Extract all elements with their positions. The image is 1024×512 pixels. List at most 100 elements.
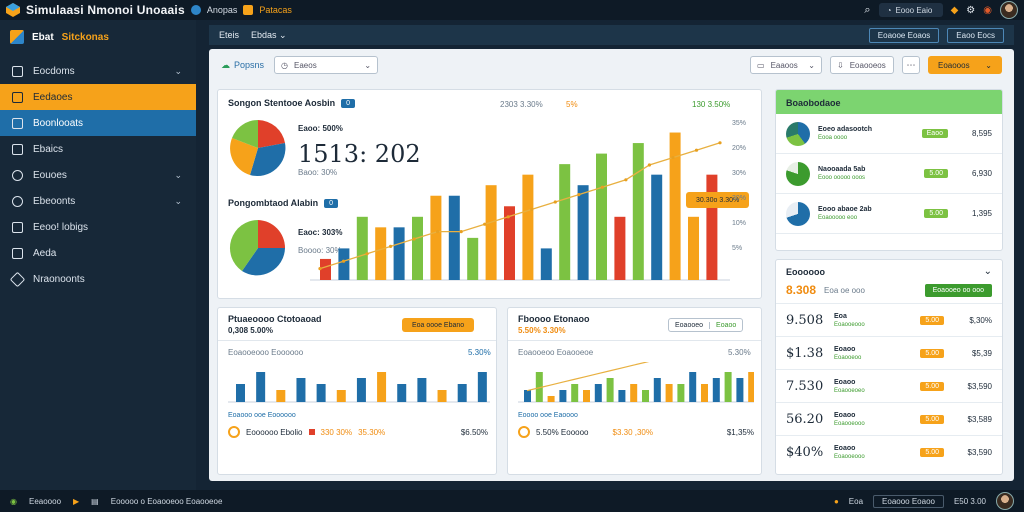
donut-icon [786, 161, 810, 186]
bar [606, 378, 614, 402]
refresh-link[interactable]: ☁ Popsns [221, 59, 265, 71]
status-right-1: Eoa [848, 496, 864, 506]
bar [689, 372, 697, 402]
avatar[interactable] [996, 492, 1014, 510]
bar [485, 185, 497, 280]
bar [437, 390, 447, 402]
bar [417, 378, 427, 402]
global-search-input[interactable]: ◔ Eooo Eaio [878, 3, 943, 17]
bar [583, 390, 590, 402]
trend-point [459, 230, 463, 234]
chevron-down-icon: ⌄ [174, 169, 182, 180]
bar [706, 174, 718, 280]
sidebar-item-courses[interactable]: Eouoes ⌄ [0, 162, 196, 188]
record-icon[interactable]: ◉ [983, 4, 992, 16]
toolbar: ☁ Popsns ◷ Eaeos ⌄ ▭ Eaaoos ⌄ ⇩ Eoaooeos… [209, 49, 1014, 81]
play-icon[interactable]: ▶ [73, 496, 80, 506]
trend-tab-1[interactable]: Eoaooeo [669, 321, 711, 329]
account-row-pill: 5.00 [920, 348, 944, 358]
stat-small-1: Eaoo: 500% [298, 124, 343, 133]
bar [236, 384, 245, 402]
summary-row[interactable]: Eoeo adasootch Eooa oooo Eaoo 8,595 [776, 114, 1002, 154]
overview-head-right: 130 3.50% [692, 100, 731, 109]
summary-row[interactable]: Eooo abaoe 2ab Eoaooooo eoo 5.00 1,395 [776, 194, 1002, 234]
status-right-2[interactable]: Eoaooo Eoaoo [873, 494, 944, 508]
account-row[interactable]: 56.20 Eoaoo Eoaooeooo 5.00 $3,589 [776, 402, 1002, 435]
search-icon[interactable]: ⌕ [864, 3, 871, 16]
sidebar-item-settings[interactable]: Nraonoonts [0, 266, 196, 292]
accounts-button[interactable]: Eoaooeo oo ooo [924, 283, 992, 297]
sidebar-item-tools[interactable]: Eeoo! lobigs [0, 214, 196, 240]
brand[interactable]: Ebat Sitckonas [0, 20, 196, 54]
bar [651, 174, 663, 280]
range-select[interactable]: ▭ Eaaoos ⌄ [750, 56, 822, 74]
bar [356, 378, 366, 402]
trend-tab-2[interactable]: Eoaoo [716, 321, 737, 329]
chevron-down-icon[interactable]: ⌄ [983, 266, 992, 277]
status-item-1[interactable]: Eeaoooo [28, 496, 62, 506]
performance-link[interactable]: Eoaooo ooe Eoooooo [228, 412, 296, 419]
trend-stat3: $1,35% [726, 427, 754, 437]
bar [316, 384, 326, 402]
bar [377, 372, 387, 402]
second-stat-1: Eaoc: 303% [298, 228, 343, 237]
trend-point [694, 148, 699, 152]
status-item-2: Eooooo o Eoaooeoo Eoaooeoe [110, 496, 223, 506]
trend-link[interactable]: Eoooo ooe Eaoooo [518, 412, 578, 419]
account-row[interactable]: $1.38 Eoaoo Eoaooeoo 5.00 $5,39 [776, 336, 1002, 369]
bar [375, 227, 387, 280]
account-row[interactable]: $40% Eoaoo Eoaooeooo 5.00 $3,590 [776, 435, 1002, 468]
axis-tick-label: 30% [732, 195, 747, 202]
sidebar-item-basics[interactable]: Ebaics [0, 136, 196, 162]
avatar[interactable] [1000, 1, 1018, 19]
trend-point [436, 230, 440, 234]
summary-row-value: 1,395 [971, 209, 992, 218]
cloud-icon [12, 169, 23, 181]
performance-bar-chart [228, 372, 490, 403]
primary-action-button[interactable]: Eoaooos ⌄ [928, 56, 1002, 74]
tab-patacas[interactable]: Patacas [259, 5, 292, 15]
header-button-2[interactable]: Eaoo Eocs [947, 27, 1004, 43]
account-row-sub: Eoaooeoeo [834, 387, 865, 394]
settings-icon[interactable]: ⚙ [966, 4, 976, 16]
tab-eteis[interactable]: Eteis [219, 30, 240, 40]
performance-legend-right: 5.30% [468, 348, 491, 357]
summary-card: Boaobodaoe Eoeo adasootch Eooa oooo Eaoo… [775, 89, 1003, 251]
bar [559, 390, 567, 402]
header-button-1[interactable]: Eoaooe Eoaos [868, 27, 940, 43]
summary-row[interactable]: Naooaada 5ab Eooo ooooo ooos 5.00 6,930 [776, 154, 1002, 194]
export-button[interactable]: ⇩ Eoaooeos [830, 56, 894, 74]
bar [256, 372, 266, 402]
accounts-value: 8.308 [786, 283, 817, 297]
bar [412, 216, 423, 280]
trend-stat2: $3.30 ,30% [612, 427, 653, 437]
notification-icon[interactable]: ◆ [950, 4, 959, 16]
app-title: Simulaasi Nmonoi Unoaais [26, 3, 185, 17]
tab-ebdas[interactable]: Ebdas ⌄ [251, 29, 287, 40]
sidebar-item-audio[interactable]: Aeda [0, 240, 196, 266]
account-row[interactable]: 7.530 Eoaoo Eoaooeoeo 5.00 $3,590 [776, 369, 1002, 402]
sidebar-item-dashboard[interactable]: Eocdoms ⌄ [0, 58, 196, 84]
performance-button[interactable]: Eoa oooe Ebano [402, 318, 475, 332]
legend-swatch-red [308, 429, 315, 435]
account-row-pill: 5.00 [920, 381, 944, 391]
performance-stat2: 330 30% [320, 427, 353, 437]
sidebar-item-documents[interactable]: Ebeoonts ⌄ [0, 188, 196, 214]
more-icon[interactable]: ⋯ [902, 56, 920, 74]
trend-card: Fboooo Etonaoo 5.50% 3.30% Eoaooeo Eoaoo… [507, 307, 762, 475]
chrome-icon[interactable] [190, 5, 201, 15]
trend-point [365, 252, 369, 256]
clock-icon: ◷ [281, 60, 289, 70]
tab-anopas[interactable]: Anopas [206, 5, 238, 15]
sidebar-item-active[interactable]: Eedaoes [0, 84, 196, 110]
chevron-down-icon: ⌄ [808, 60, 815, 70]
filter-select[interactable]: ◷ Eaeos ⌄ [274, 56, 379, 74]
summary-row-pill: Eaoo [921, 129, 948, 138]
summary-row-value: 8,595 [971, 129, 992, 138]
trend-stat1: 5.50% Eooooo [536, 427, 589, 437]
account-row[interactable]: 9.508 Eoa Eoaooeooo 5.00 $,30% [776, 303, 1002, 336]
trend-point [341, 259, 346, 263]
sidebar-item-bookmarks[interactable]: Boonlooats [0, 110, 196, 136]
link-icon [12, 247, 23, 259]
trend-bar-chart [518, 362, 754, 403]
